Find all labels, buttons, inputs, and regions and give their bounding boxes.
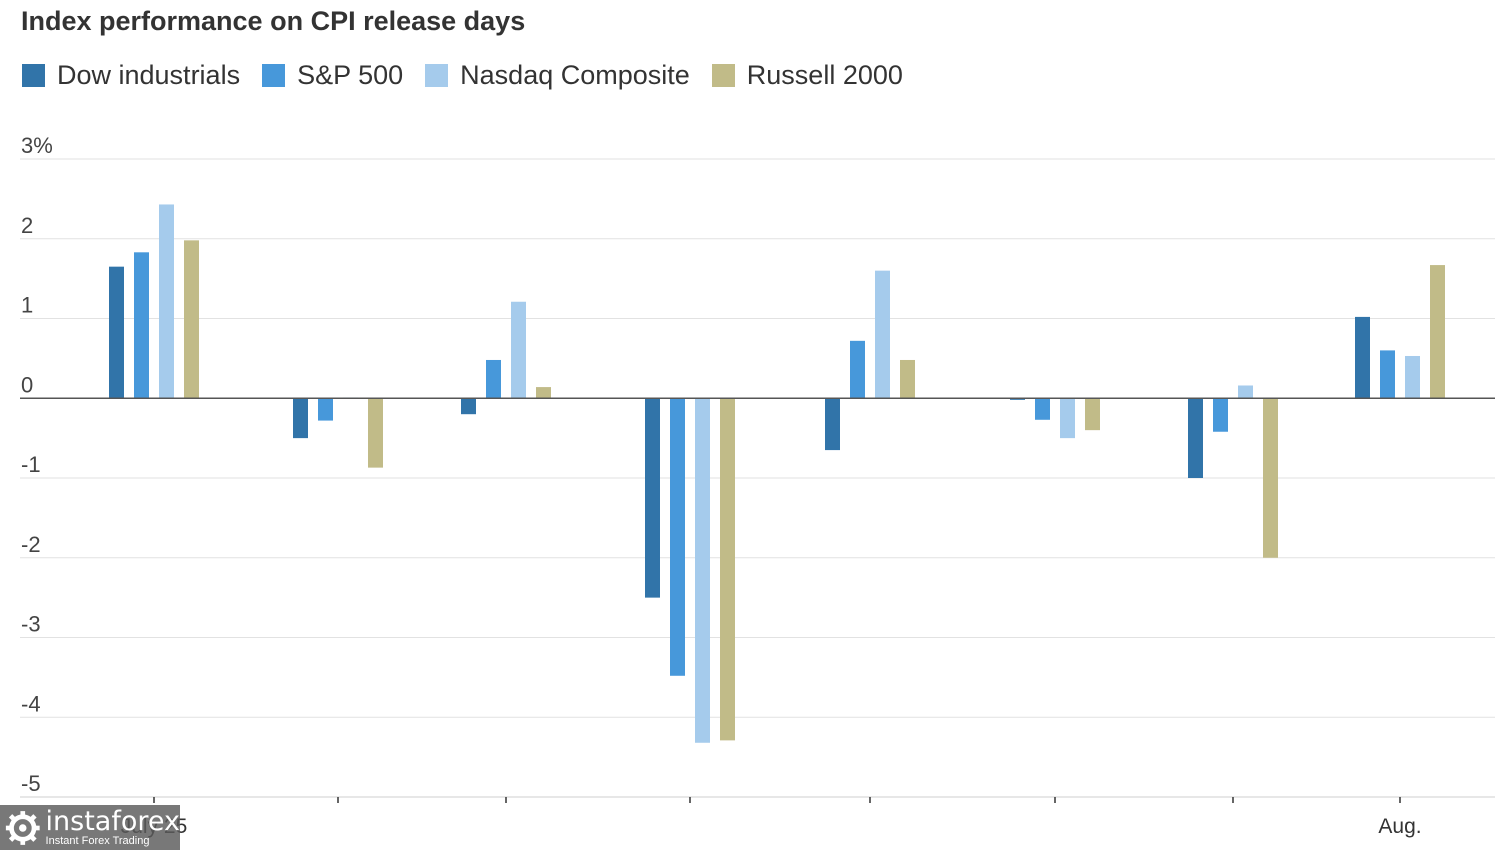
bar (1263, 398, 1278, 558)
bar (368, 398, 383, 468)
y-tick-label: -1 (21, 452, 41, 477)
legend-label-nasdaq: Nasdaq Composite (460, 60, 690, 90)
gear-logo-icon (5, 810, 40, 845)
chart-title: Index performance on CPI release days (21, 6, 526, 36)
y-tick-label: 2 (21, 213, 33, 238)
bar (695, 398, 710, 743)
bar (109, 266, 124, 399)
bar (461, 398, 476, 415)
legend-label-sp500: S&P 500 (297, 60, 404, 90)
y-tick-label: -3 (21, 612, 41, 637)
bar (486, 359, 501, 399)
bar (1010, 398, 1025, 400)
y-tick-label: 0 (21, 372, 33, 397)
bar (645, 398, 660, 598)
bar (900, 359, 915, 399)
legend-item-dow: Dow industrials (22, 60, 240, 91)
bar (159, 204, 174, 399)
bar (184, 240, 199, 399)
watermark-tagline: Instant Forex Trading (45, 835, 150, 847)
bar (134, 252, 149, 399)
bar (1085, 398, 1100, 431)
bar (720, 398, 735, 741)
bar (670, 398, 685, 676)
bar (536, 387, 551, 399)
legend-swatch-nasdaq (425, 64, 449, 87)
bar (875, 270, 890, 399)
legend-swatch-sp500 (262, 64, 286, 87)
legend-label-russell: Russell 2000 (746, 60, 903, 90)
bar (1060, 398, 1075, 439)
legend-item-sp500: S&P 500 (262, 60, 403, 91)
legend-label-dow: Dow industrials (57, 60, 241, 90)
bar (1380, 350, 1395, 399)
bar (1430, 265, 1445, 399)
bar (1238, 385, 1253, 399)
y-tick-label: 3% (21, 133, 53, 158)
y-tick-label: 1 (21, 293, 33, 318)
bar (1213, 398, 1228, 432)
y-tick-label: -4 (21, 691, 41, 716)
bar (1405, 355, 1420, 399)
legend-swatch-russell (711, 64, 735, 87)
legend-item-russell: Russell 2000 (711, 60, 903, 91)
bar (1188, 398, 1203, 478)
bar (1355, 316, 1370, 399)
y-tick-label: -2 (21, 532, 41, 557)
watermark-name: instaforex (45, 806, 180, 837)
x-tick-label: Aug. (1378, 815, 1421, 838)
bar (293, 398, 308, 439)
instaforex-watermark: instaforex Instant Forex Trading (0, 805, 180, 850)
bar (825, 398, 840, 451)
bar (1035, 398, 1050, 420)
chart-legend: Dow industrials S&P 500 Nasdaq Composite… (22, 60, 925, 91)
bar (511, 301, 526, 399)
bar (850, 340, 865, 399)
y-tick-label: -5 (21, 771, 41, 796)
legend-item-nasdaq: Nasdaq Composite (425, 60, 690, 91)
legend-swatch-dow (22, 64, 45, 87)
bar (318, 398, 333, 421)
